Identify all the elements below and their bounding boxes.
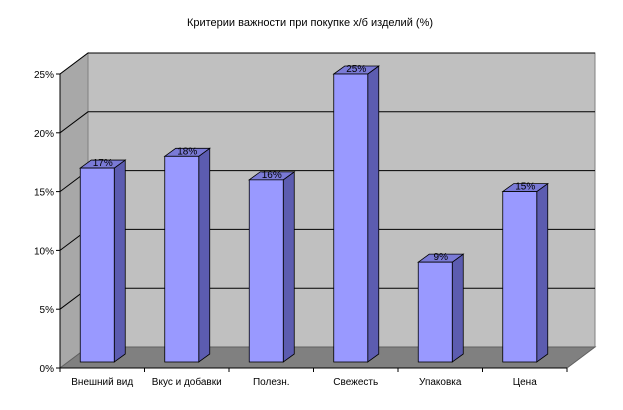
bar-front	[79, 167, 115, 363]
y-tick-label: 0%	[40, 364, 55, 375]
x-tick-label: Цена	[513, 377, 537, 388]
bar-front	[502, 191, 538, 363]
x-tick-label: Внешний вид	[71, 377, 133, 388]
y-axis: 0% 5% 10% 15% 20% 25%	[34, 70, 61, 375]
bar	[163, 147, 211, 363]
gridline	[59, 52, 595, 75]
bar-side	[536, 182, 549, 363]
bar	[79, 159, 127, 363]
bar	[332, 65, 380, 363]
data-label: 17%	[93, 158, 113, 169]
x-tick-label: Упаковка	[419, 377, 462, 388]
bar-front	[248, 179, 284, 363]
x-axis: Внешний вид Вкус и добавки Полезн. Свежесть…	[59, 367, 568, 388]
gridline	[59, 111, 595, 134]
data-label: 25%	[346, 64, 366, 75]
bar-side	[451, 253, 464, 363]
data-label: 9%	[434, 252, 449, 263]
bar	[417, 253, 465, 363]
x-tick-label: Вкус и добавки	[152, 376, 222, 388]
bar-side	[282, 171, 295, 363]
bar-side	[113, 159, 126, 363]
chart-title: Критерии важности при покупке х/б издели…	[187, 17, 433, 29]
bar-side	[198, 147, 211, 363]
bar-front	[164, 155, 200, 363]
data-label: 16%	[262, 170, 282, 181]
y-tick-label: 15%	[34, 188, 54, 199]
data-labels: 17% 18% 16% 25% 9% 15%	[93, 64, 536, 263]
bar-front	[333, 73, 369, 363]
data-label: 15%	[515, 182, 535, 193]
bar-front	[417, 261, 453, 363]
y-tick-label: 10%	[34, 246, 54, 257]
x-tick-label: Полезн.	[253, 377, 290, 388]
x-tick-label: Свежесть	[333, 377, 378, 388]
bars	[79, 65, 549, 363]
y-tick-label: 25%	[34, 70, 54, 81]
bar	[501, 182, 549, 363]
bar-side	[367, 65, 380, 363]
data-label: 18%	[177, 146, 197, 157]
y-tick-label: 20%	[34, 129, 54, 140]
bar	[248, 171, 296, 363]
y-tick-label: 5%	[40, 305, 55, 316]
